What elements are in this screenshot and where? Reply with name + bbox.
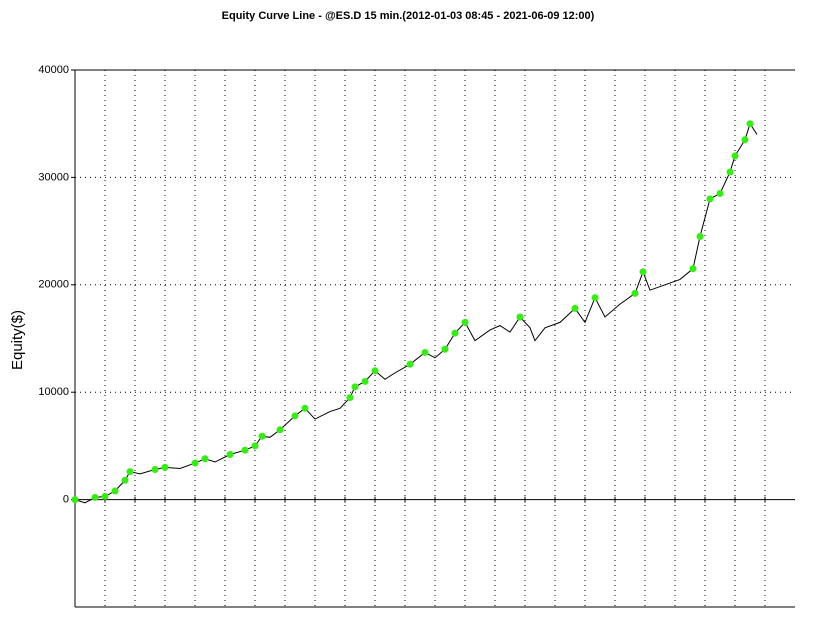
y-tick-label: 30000 — [38, 171, 69, 183]
new-high-marker — [151, 466, 159, 474]
new-high-marker — [421, 348, 429, 356]
new-high-marker — [71, 496, 79, 504]
new-high-marker — [406, 360, 414, 368]
new-high-marker — [201, 455, 209, 463]
new-high-marker — [126, 468, 134, 476]
y-axis-label: Equity($) — [9, 310, 26, 370]
new-high-marker — [516, 313, 524, 321]
new-high-marker — [226, 450, 234, 458]
new-high-marker — [276, 426, 284, 434]
new-high-marker — [731, 152, 739, 160]
new-high-marker — [351, 383, 359, 391]
new-high-marker — [726, 168, 734, 176]
new-high-marker — [101, 492, 109, 500]
new-high-marker — [346, 394, 354, 402]
new-high-marker — [241, 446, 249, 454]
new-high-marker — [706, 195, 714, 203]
chart-title: Equity Curve Line - @ES.D 15 min.(2012-0… — [222, 10, 595, 22]
new-high-marker — [461, 318, 469, 326]
y-tick-label: 10000 — [38, 386, 69, 398]
new-high-marker — [371, 367, 379, 375]
new-high-marker — [741, 136, 749, 144]
new-high-marker — [121, 476, 129, 484]
new-high-marker — [716, 190, 724, 198]
y-tick-label: 40000 — [38, 64, 69, 76]
new-high-marker — [301, 404, 309, 412]
new-high-marker — [361, 377, 369, 385]
new-high-marker — [591, 294, 599, 302]
new-high-marker — [639, 268, 647, 276]
y-tick-label: 0 — [63, 494, 69, 506]
y-tick-label: 20000 — [38, 279, 69, 291]
new-high-marker — [91, 493, 99, 501]
new-high-marker — [111, 487, 119, 495]
new-high-marker — [441, 345, 449, 353]
new-high-marker — [251, 442, 259, 450]
new-high-marker — [258, 432, 266, 440]
new-high-marker — [571, 304, 579, 312]
new-high-marker — [689, 265, 697, 273]
new-high-marker — [746, 120, 754, 128]
new-high-marker — [161, 463, 169, 471]
new-high-marker — [291, 412, 299, 420]
new-high-marker — [696, 232, 704, 240]
new-high-marker — [631, 289, 639, 297]
new-high-marker — [451, 329, 459, 337]
new-high-marker — [191, 459, 199, 467]
equity-line — [74, 122, 758, 504]
